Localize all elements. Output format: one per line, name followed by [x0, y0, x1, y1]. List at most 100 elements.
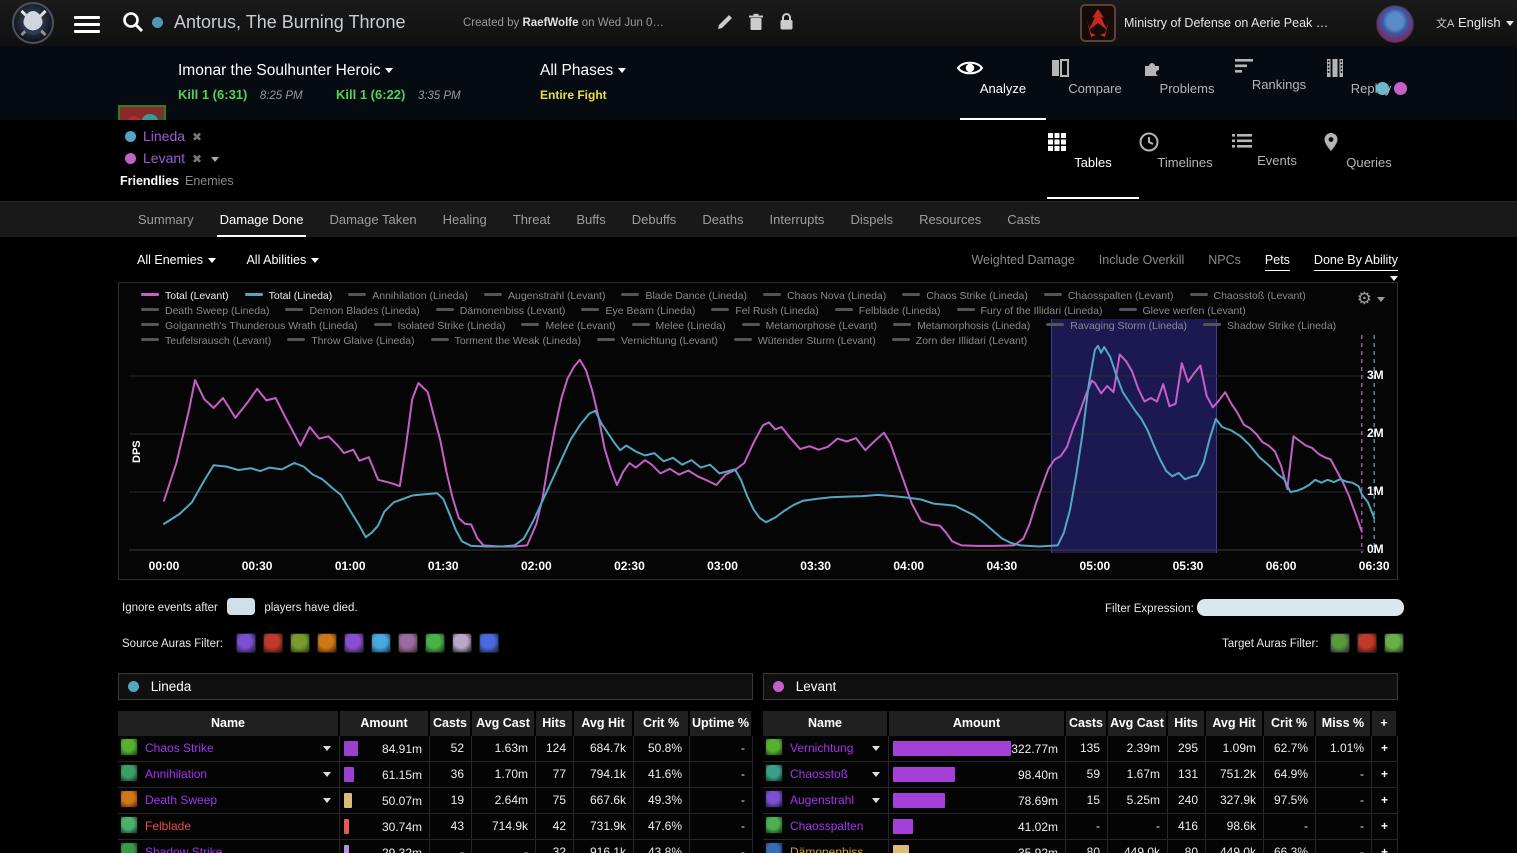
aura-icon[interactable] [290, 633, 310, 653]
add-row-button[interactable]: + [1372, 840, 1398, 853]
table-row[interactable]: Annihilation61.15m361.70m77794.1k41.6%- [118, 762, 753, 788]
aura-icon[interactable] [344, 633, 364, 653]
tab-threat[interactable]: Threat [500, 202, 564, 237]
toggle-pets[interactable]: Pets [1265, 253, 1290, 271]
table-row[interactable]: Chaosstoß98.40m591.67m131751.2k64.9%-+ [763, 762, 1398, 788]
aura-icon[interactable] [1384, 633, 1404, 653]
nav-item-problems[interactable]: Problems [1141, 58, 1233, 96]
column-header-[interactable]: + [1372, 711, 1398, 736]
tab-dispels[interactable]: Dispels [837, 202, 906, 237]
view-item-events[interactable]: Events [1231, 132, 1323, 170]
table-row[interactable]: Dämonenbiss35.92m80449.0k80449.0k66.3%-+ [763, 840, 1398, 853]
aura-icon[interactable] [425, 633, 445, 653]
tab-buffs[interactable]: Buffs [563, 202, 618, 237]
ability-name-cell[interactable]: Chaosspalten [763, 814, 889, 839]
boss-selector[interactable]: Imonar the Soulhunter Heroic [178, 62, 393, 80]
table-row[interactable]: Death Sweep50.07m192.64m75667.6k49.3%- [118, 788, 753, 814]
players-died-input[interactable] [227, 598, 255, 615]
legend-item[interactable]: Torment the Weak (Lineda) [431, 334, 581, 348]
aura-icon[interactable] [452, 633, 472, 653]
remove-levant-icon[interactable]: ✖ [192, 152, 202, 166]
user-avatar[interactable] [1376, 5, 1414, 43]
expand-caret[interactable] [872, 772, 880, 777]
nav-item-rankings[interactable]: Rankings [1233, 58, 1325, 96]
legend-item[interactable]: Wütender Sturm (Levant) [734, 334, 876, 348]
overlay-dot-cyan[interactable] [1376, 82, 1389, 95]
aura-icon[interactable] [479, 633, 499, 653]
legend-item[interactable]: Metamorphosis (Lineda) [893, 319, 1030, 333]
friendlies-toggle[interactable]: Friendlies [120, 174, 179, 188]
ability-name-cell[interactable]: Vernichtung [763, 736, 889, 761]
remove-lineda-icon[interactable]: ✖ [192, 130, 202, 144]
kill-entry-2[interactable]: Kill 1 (6:22) 3:35 PM [336, 86, 461, 104]
language-selector[interactable]: 文A English [1436, 15, 1514, 31]
search-icon[interactable] [121, 10, 145, 34]
add-row-button[interactable]: + [1372, 814, 1398, 839]
legend-item[interactable]: Eye Beam (Lineda) [581, 304, 695, 318]
enemies-toggle[interactable]: Enemies [185, 174, 234, 188]
legend-item[interactable]: Chaos Strike (Lineda) [902, 289, 1028, 303]
ability-name-cell[interactable]: Chaosstoß [763, 762, 889, 787]
abilities-dropdown[interactable]: All Abilities [246, 253, 319, 267]
legend-item[interactable]: Gleve werfen (Levant) [1119, 304, 1246, 318]
expand-caret[interactable] [872, 746, 880, 751]
column-header-casts[interactable]: Casts [1066, 711, 1108, 736]
legend-item[interactable]: Total (Lineda) [245, 289, 333, 303]
add-row-button[interactable]: + [1372, 736, 1398, 761]
view-item-tables[interactable]: Tables [1047, 132, 1139, 170]
tab-summary[interactable]: Summary [125, 202, 207, 237]
tab-damage-done[interactable]: Damage Done [207, 202, 317, 237]
column-header-hits[interactable]: Hits [536, 711, 574, 736]
column-header-name[interactable]: Name [763, 711, 889, 736]
column-header-avghit[interactable]: Avg Hit [1206, 711, 1264, 736]
tab-deaths[interactable]: Deaths [689, 202, 756, 237]
tab-debuffs[interactable]: Debuffs [619, 202, 690, 237]
expand-caret[interactable] [323, 746, 331, 751]
legend-item[interactable]: Chaos Nova (Lineda) [763, 289, 886, 303]
enemies-dropdown[interactable]: All Enemies [137, 253, 216, 267]
legend-item[interactable]: Chaosstoß (Levant) [1190, 289, 1306, 303]
legend-item[interactable]: Fury of the Illidari (Lineda) [957, 304, 1103, 318]
legend-item[interactable]: Dämonenbiss (Levant) [436, 304, 566, 318]
legend-item[interactable]: Zorn der Illidari (Levant) [892, 334, 1027, 348]
aura-icon[interactable] [1330, 633, 1350, 653]
tab-interrupts[interactable]: Interrupts [757, 202, 838, 237]
filter-expression-input[interactable] [1197, 599, 1404, 616]
legend-item[interactable]: Blade Dance (Lineda) [621, 289, 747, 303]
table-row[interactable]: Vernichtung322.77m1352.39m2951.09m62.7%1… [763, 736, 1398, 762]
lock-icon[interactable] [779, 12, 794, 31]
legend-item[interactable]: Augenstrahl (Levant) [484, 289, 605, 303]
legend-item[interactable]: Felblade (Lineda) [835, 304, 941, 318]
ability-name-cell[interactable]: Dämonenbiss [763, 840, 889, 853]
player-chip-levant[interactable]: Levant✖ [125, 150, 219, 166]
column-header-crit[interactable]: Crit % [1264, 711, 1316, 736]
column-header-miss[interactable]: Miss % [1316, 711, 1372, 736]
toggle-npcs[interactable]: NPCs [1208, 253, 1241, 267]
legend-item[interactable]: Total (Levant) [141, 289, 229, 303]
tab-damage-taken[interactable]: Damage Taken [316, 202, 429, 237]
guild-name[interactable]: Ministry of Defense on Aerie Peak … [1124, 16, 1328, 30]
phase-selector[interactable]: All Phases [540, 62, 626, 80]
expand-caret[interactable] [323, 772, 331, 777]
toggle-weighted-damage[interactable]: Weighted Damage [971, 253, 1074, 267]
column-header-avghit[interactable]: Avg Hit [574, 711, 634, 736]
player-dropdown-caret[interactable] [211, 157, 219, 162]
ability-name-cell[interactable]: Augenstrahl [763, 788, 889, 813]
legend-item[interactable]: Death Sweep (Lineda) [141, 304, 269, 318]
tab-casts[interactable]: Casts [994, 202, 1053, 237]
aura-icon[interactable] [371, 633, 391, 653]
tab-healing[interactable]: Healing [430, 202, 500, 237]
legend-item[interactable]: Demon Blades (Lineda) [285, 304, 419, 318]
ability-name-cell[interactable]: Annihilation [118, 762, 340, 787]
view-item-timelines[interactable]: Timelines [1139, 132, 1231, 170]
nav-item-analyze[interactable]: Analyze [957, 58, 1049, 96]
column-header-name[interactable]: Name [118, 711, 340, 736]
nav-item-compare[interactable]: Compare [1049, 58, 1141, 96]
column-header-avgcast[interactable]: Avg Cast [1108, 711, 1168, 736]
aura-icon[interactable] [1357, 633, 1377, 653]
expand-caret[interactable] [872, 798, 880, 803]
legend-item[interactable]: Melee (Levant) [521, 319, 615, 333]
legend-item[interactable]: Annihilation (Lineda) [348, 289, 468, 303]
ability-name-cell[interactable]: Chaos Strike [118, 736, 340, 761]
table-row[interactable]: Felblade30.74m43714.9k42731.9k47.6%- [118, 814, 753, 840]
